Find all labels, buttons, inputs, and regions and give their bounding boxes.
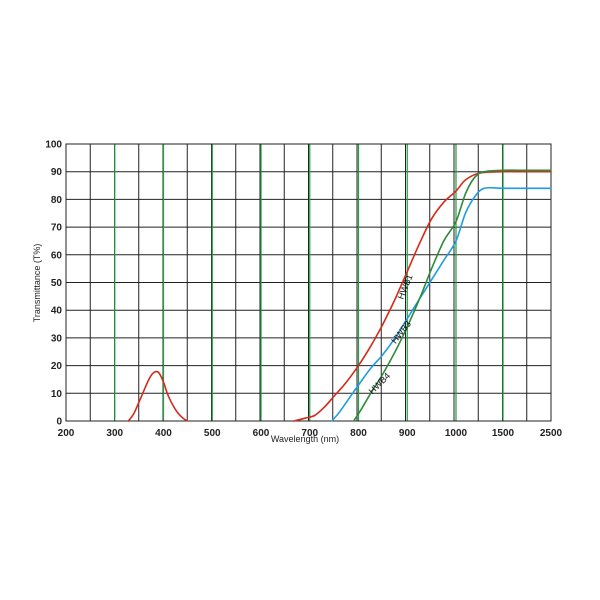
y-tick-labels: 0 10 20 30 40 50 60 70 80 90 100 [45,140,62,428]
y-tick-label: 70 [51,223,63,234]
y-tick-label: 90 [51,167,63,178]
x-tick-label: 1000 [445,428,468,439]
x-tick-label: 2500 [540,428,563,439]
y-tick-label: 100 [45,140,62,151]
curves [127,169,552,422]
y-tick-label: 60 [51,250,63,261]
y-tick-label: 0 [56,417,62,428]
x-tick-labels: 200 300 400 500 600 700 800 900 1000 1500 2500 [58,428,563,439]
x-tick-label: 400 [155,428,172,439]
x-tick-label: 700 [301,428,318,439]
curve-hwb4 [352,169,552,422]
x-tick-label: 200 [58,428,75,439]
y-tick-label: 40 [51,306,63,317]
y-tick-label: 50 [51,278,63,289]
plot-frame [65,143,552,422]
x-tick-label: 800 [350,428,367,439]
x-tick-label: 500 [204,428,221,439]
y-tick-label: 80 [51,195,63,206]
y-axis-title: Transmittance (T%) [32,244,42,323]
x-tick-label: 600 [253,428,270,439]
x-tick-label: 900 [399,428,416,439]
grid [65,143,552,422]
y-tick-label: 20 [51,361,63,372]
x-tick-label: 300 [106,428,123,439]
x-axis-title: Wavelength (nm) [271,434,339,444]
curve-hwb3 [330,186,552,422]
x-tick-label: 1500 [492,428,515,439]
y-tick-label: 30 [51,333,63,344]
curve-uv-peak [127,370,189,422]
y-tick-label: 10 [51,389,63,400]
